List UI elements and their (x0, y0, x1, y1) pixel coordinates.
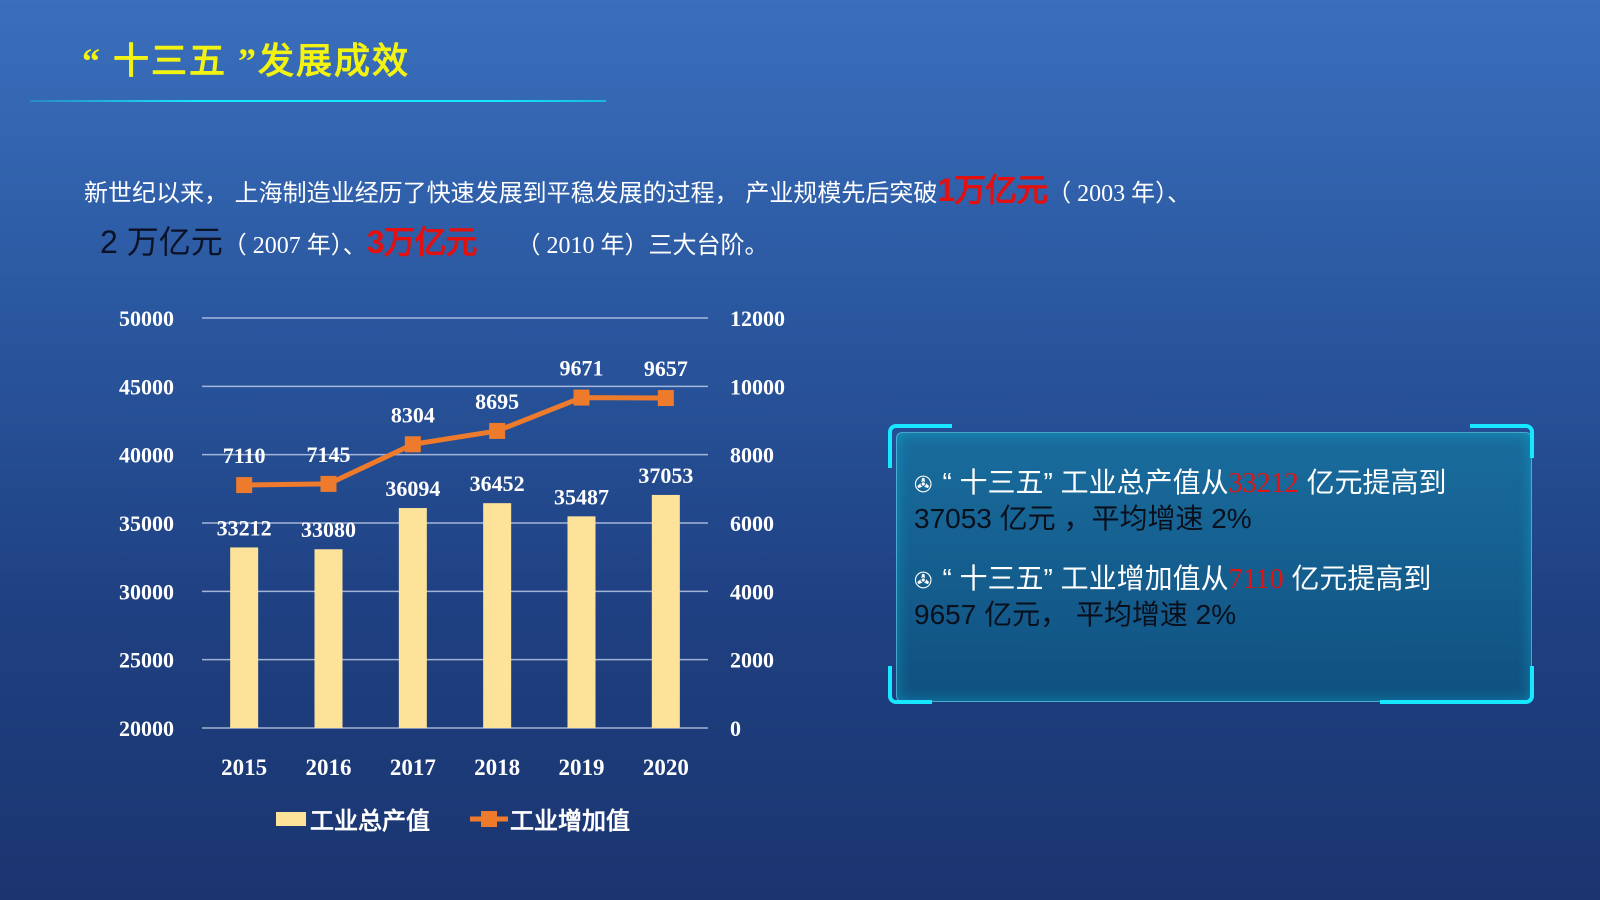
bullet-icon: ✇ (914, 472, 933, 497)
intro-paragraph: 新世纪以来， 上海制造业经历了快速发展到平稳发展的过程， 产业规模先后突破1万亿… (84, 166, 1384, 270)
bar-data-label: 36094 (385, 476, 440, 501)
bar-data-label: 35487 (554, 484, 609, 509)
panel-corner (1470, 424, 1534, 458)
line-marker (404, 436, 421, 453)
panel-corner (888, 424, 952, 468)
summary-number: 33212 (1228, 468, 1299, 499)
legend-label: 工业增加值 (510, 807, 630, 835)
y-left-tick-label: 40000 (119, 443, 174, 468)
y-left-tick-label: 35000 (119, 511, 174, 536)
y-right-tick-label: 10000 (730, 374, 785, 399)
panel-corner (888, 666, 932, 704)
summary-text: ✇ “ 十三五” 工业总产值从33212 亿元提高到 37053 亿元 ，平均增速… (914, 466, 1514, 658)
line-marker (320, 475, 337, 492)
bar (398, 508, 427, 728)
line-data-label: 8304 (391, 402, 435, 427)
y-right-tick-label: 12000 (730, 306, 785, 331)
summary-growth: 平均增速 2% (1075, 599, 1237, 630)
summary-value: 9657 亿元， (914, 599, 1069, 630)
bar (651, 494, 680, 728)
summary-panel (896, 432, 1532, 702)
legend-swatch-marker (481, 811, 497, 827)
legend-label: 工业总产值 (310, 807, 430, 835)
series-line (244, 395, 666, 488)
x-tick-label: 2018 (474, 755, 520, 780)
y-right-tick-label: 4000 (730, 579, 774, 604)
y-left-tick-label: 45000 (119, 374, 174, 399)
bar-data-label: 33212 (217, 515, 272, 540)
y-right-tick-label: 8000 (730, 443, 774, 468)
bar (567, 516, 596, 728)
intro-line-1: 新世纪以来， 上海制造业经历了快速发展到平稳发展的过程， 产业规模先后突破1万亿… (84, 166, 1384, 218)
summary-growth: ，平均增速 2% (1063, 503, 1252, 534)
summary-label: “ 十三五” 工业增加值从 (942, 563, 1229, 594)
x-tick-label: 2016 (306, 755, 352, 780)
intro-text: 2 万亿元 (100, 224, 223, 260)
line-data-label: 9657 (644, 356, 688, 381)
summary-value: 37053 亿元 (914, 503, 1056, 534)
intro-text: （ 2010 年）三大台阶。 (516, 233, 769, 259)
intro-text: （ 2003 年）、 (1047, 181, 1192, 207)
y-right-tick-label: 0 (730, 716, 741, 741)
summary-label: 亿元提高到 (1306, 467, 1447, 498)
panel-corner (1380, 666, 1534, 704)
bar-data-label: 36452 (470, 471, 525, 496)
x-tick-label: 2020 (643, 755, 689, 780)
bar (314, 549, 343, 728)
summary-label: “ 十三五” 工业总产值从 (942, 467, 1229, 498)
line-data-label: 7145 (307, 442, 351, 467)
y-left-tick-label: 30000 (119, 579, 174, 604)
x-tick-label: 2017 (390, 755, 436, 780)
combo-chart: 5000045000400003500030000250002000012000… (119, 306, 785, 835)
summary-label: 亿元提高到 (1291, 563, 1432, 594)
legend-swatch-bar (276, 812, 306, 826)
bullet-icon: ✇ (914, 568, 933, 593)
y-left-tick-label: 25000 (119, 648, 174, 673)
line-marker (657, 390, 674, 407)
page-title: “ 十三五 ”发展成效 (82, 41, 411, 81)
bar-data-label: 33080 (301, 517, 356, 542)
bar-data-label: 37053 (638, 463, 693, 488)
y-left-tick-label: 20000 (119, 716, 174, 741)
line-marker (236, 477, 253, 494)
x-tick-label: 2015 (221, 755, 267, 780)
intro-highlight: 3万亿元 (366, 224, 478, 260)
bar (230, 547, 259, 728)
line-marker (489, 422, 506, 439)
line-marker (573, 389, 590, 406)
intro-text: 新世纪以来， 上海制造业经历了快速发展到平稳发展的过程， 产业规模先后突破 (84, 180, 938, 207)
x-tick-label: 2019 (559, 755, 605, 780)
summary-item-value-added: ✇ “ 十三五” 工业增加值从7110 亿元提高到 9657 亿元， 平均增速 2… (914, 562, 1514, 632)
title-underline (30, 100, 606, 102)
intro-line-2: 2 万亿元（ 2007 年）、3万亿元 （ 2010 年）三大台阶。 (84, 218, 1384, 270)
intro-text: （ 2007 年）、 (222, 233, 367, 259)
summary-item-output: ✇ “ 十三五” 工业总产值从33212 亿元提高到 37053 亿元 ，平均增速… (914, 466, 1514, 536)
y-left-tick-label: 50000 (119, 306, 174, 331)
y-right-tick-label: 2000 (730, 648, 774, 673)
summary-number: 7110 (1228, 564, 1284, 595)
bar (483, 503, 512, 728)
line-data-label: 7110 (223, 443, 266, 468)
intro-highlight: 1万亿元 (937, 172, 1048, 208)
line-data-label: 9671 (560, 356, 604, 381)
line-data-label: 8695 (475, 389, 519, 414)
y-right-tick-label: 6000 (730, 511, 774, 536)
